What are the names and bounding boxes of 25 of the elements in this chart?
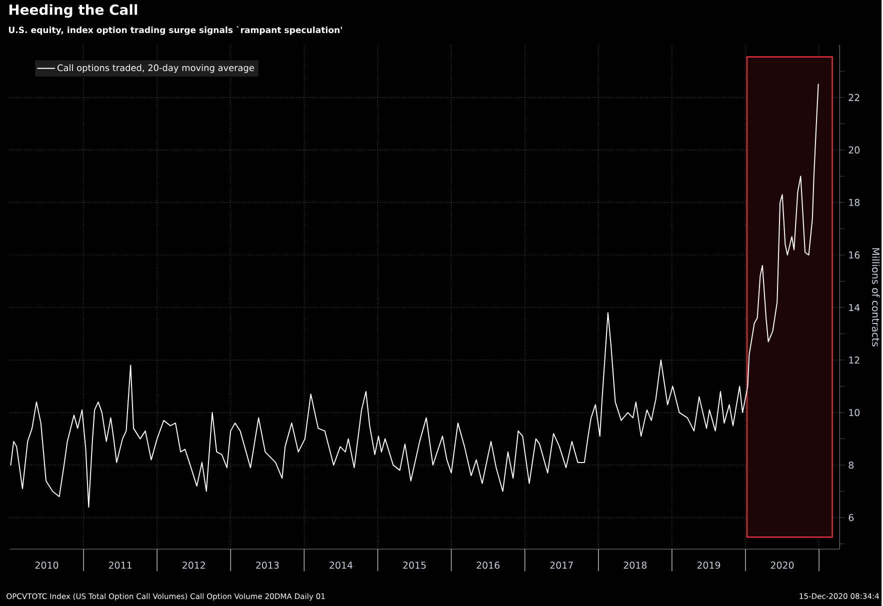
x-tick-label: 2011	[108, 562, 132, 569]
x-tick-label: 2010	[35, 562, 58, 569]
x-tick-label: 2018	[624, 562, 647, 569]
x-tick-label: 2017	[550, 562, 573, 569]
y-tick-label: 14	[849, 304, 860, 311]
chart-title: Heeding the Call	[9, 4, 138, 18]
y-axis-title: Millions of contracts	[872, 248, 880, 346]
x-tick-label: 2013	[256, 562, 279, 569]
y-tick-label: 8	[848, 461, 854, 469]
chart-subtitle: U.S. equity, index option trading surge signals `rampant speculation'	[8, 26, 342, 35]
y-tick-label: 10	[849, 408, 860, 416]
x-tick-label: 2016	[476, 562, 500, 569]
y-tick-label: 6	[848, 514, 854, 522]
y-tick-label: 16	[849, 251, 860, 259]
x-tick-label: 2012	[182, 562, 205, 569]
x-tick-label: 2015	[403, 562, 426, 569]
x-tick-label: 2019	[697, 562, 720, 569]
y-tick-label: 12	[849, 356, 860, 364]
x-tick-label: 2014	[330, 562, 352, 569]
y-tick-label: 20	[848, 146, 860, 154]
y-tick-label: 18	[849, 198, 860, 206]
line-series	[10, 84, 819, 508]
legend-label: Call options traded, 20-day moving average	[58, 64, 254, 73]
x-tick-label: 2020	[770, 562, 794, 569]
y-tick-label: 22	[848, 94, 860, 101]
